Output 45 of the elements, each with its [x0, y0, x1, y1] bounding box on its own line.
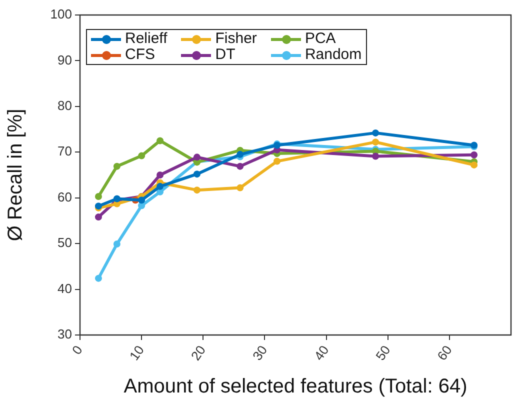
x-axis-title: Amount of selected features (Total: 64) [124, 376, 468, 398]
x-tick-label: 10 [126, 342, 147, 364]
point [94, 192, 102, 200]
legend-label: Relieff [125, 30, 168, 47]
y-tick-label: 100 [50, 6, 72, 22]
x-tick-label: 30 [250, 342, 270, 364]
y-tick-label: 70 [58, 144, 72, 159]
y-tick-label: 30 [58, 326, 72, 342]
legend-label: DT [215, 46, 236, 63]
point [94, 274, 102, 282]
point [274, 158, 281, 165]
x-tick-label: 0 [68, 342, 86, 358]
y-tick-label: 40 [58, 280, 72, 296]
point [193, 186, 200, 194]
point [470, 151, 478, 158]
legend-label: Random [304, 46, 362, 63]
point [156, 182, 164, 190]
legend-label: CFS [125, 46, 155, 63]
point [236, 184, 244, 192]
legend-label: Fisher [215, 30, 257, 47]
x-tick-label: 60 [434, 342, 455, 364]
y-tick-label: 50 [58, 235, 72, 250]
y-axis-title: Ø Recall in [%] [4, 108, 27, 242]
point [193, 170, 200, 178]
y-tick-label: 80 [58, 98, 72, 114]
y-tick-label: 60 [58, 189, 72, 204]
point [94, 214, 102, 221]
x-tick-label: 20 [188, 342, 209, 364]
point [156, 137, 164, 144]
point [193, 154, 200, 161]
point [236, 150, 244, 158]
point [156, 172, 164, 178]
point [138, 152, 146, 160]
point [138, 196, 146, 204]
point [113, 162, 120, 170]
y-tick-label: 90 [58, 52, 72, 68]
legend-label: PCA [304, 30, 336, 47]
point [236, 162, 244, 170]
point [372, 152, 380, 160]
point [113, 240, 120, 248]
point [372, 138, 380, 146]
point [470, 161, 478, 168]
x-tick-label: 40 [311, 342, 332, 364]
x-tick-label: 50 [372, 342, 394, 364]
point [372, 129, 380, 136]
